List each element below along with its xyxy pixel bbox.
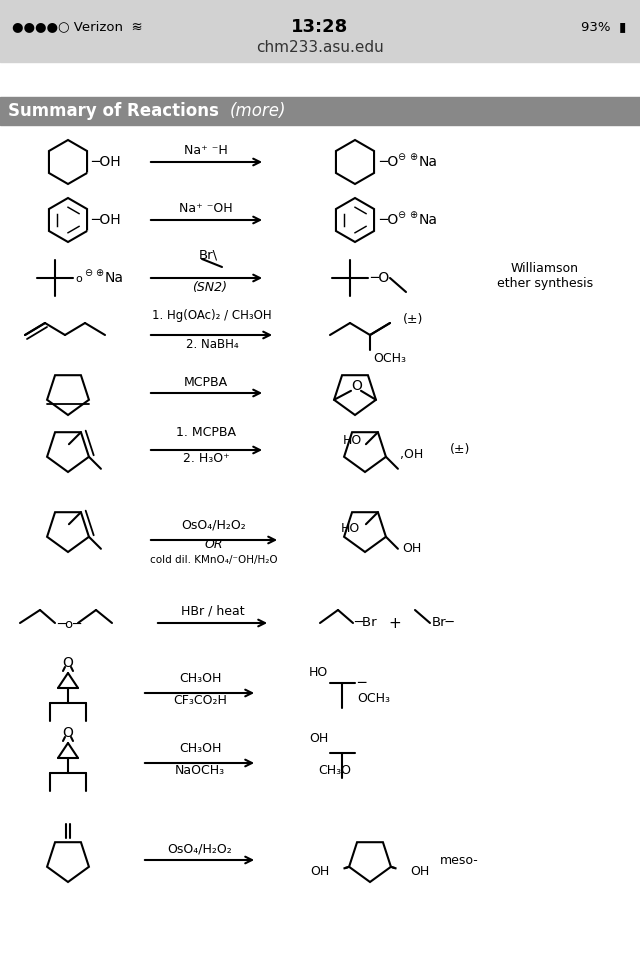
- Text: 93%  ▮: 93% ▮: [580, 20, 626, 33]
- Text: ─Br: ─Br: [354, 616, 376, 630]
- Text: ⊕: ⊕: [409, 152, 417, 162]
- Text: cold dil. KMnO₄/⁻OH/H₂O: cold dil. KMnO₄/⁻OH/H₂O: [150, 555, 278, 565]
- Text: Br─: Br─: [432, 616, 454, 630]
- Text: 1. Hg(OAc)₂ / CH₃OH: 1. Hg(OAc)₂ / CH₃OH: [152, 309, 272, 323]
- Text: Br\: Br\: [198, 249, 218, 261]
- Text: ─: ─: [357, 676, 365, 690]
- Text: ⊕: ⊕: [95, 268, 103, 278]
- Text: chm233.asu.edu: chm233.asu.edu: [256, 40, 384, 55]
- Text: OH: OH: [402, 542, 421, 555]
- Text: meso-: meso-: [440, 853, 479, 867]
- Text: HO: HO: [308, 666, 328, 680]
- Text: OsO₄/H₂O₂: OsO₄/H₂O₂: [182, 518, 246, 532]
- Text: ─O: ─O: [379, 155, 398, 169]
- Text: Na: Na: [419, 213, 438, 227]
- Text: ●●●●○ Verizon  ≋: ●●●●○ Verizon ≋: [12, 20, 143, 33]
- Text: CF₃CO₂H: CF₃CO₂H: [173, 694, 227, 708]
- Text: (more): (more): [230, 102, 287, 120]
- Text: (SN2): (SN2): [192, 280, 227, 294]
- Text: OR: OR: [205, 538, 223, 550]
- Text: 2. NaBH₄: 2. NaBH₄: [186, 339, 238, 351]
- Text: Williamson
ether synthesis: Williamson ether synthesis: [497, 262, 593, 290]
- Text: o: o: [75, 274, 82, 284]
- Text: ⊖: ⊖: [397, 210, 405, 220]
- Text: CH₃OH: CH₃OH: [179, 741, 221, 755]
- Text: Na: Na: [419, 155, 438, 169]
- Text: 2. H₃O⁺: 2. H₃O⁺: [182, 451, 229, 465]
- Text: ⊕: ⊕: [409, 210, 417, 220]
- Bar: [0, 97, 640, 125]
- Text: O: O: [351, 379, 362, 393]
- Text: OH: OH: [308, 732, 328, 746]
- Text: CH₃O: CH₃O: [318, 764, 351, 778]
- Text: ─o─: ─o─: [57, 617, 81, 631]
- Text: ─OH: ─OH: [91, 155, 120, 169]
- Text: Na: Na: [105, 271, 124, 285]
- Bar: [0, 0, 640, 62]
- Text: NaOCH₃: NaOCH₃: [175, 764, 225, 778]
- Text: OH: OH: [310, 865, 330, 878]
- Text: ⊖: ⊖: [397, 152, 405, 162]
- Text: 1. MCPBA: 1. MCPBA: [176, 425, 236, 439]
- Text: ⊖: ⊖: [84, 268, 92, 278]
- Text: ,OH: ,OH: [400, 448, 423, 462]
- Text: ─O: ─O: [379, 213, 398, 227]
- Text: OCH₃: OCH₃: [357, 691, 390, 705]
- Text: HO: HO: [342, 434, 362, 446]
- Text: Na⁺ ⁻H: Na⁺ ⁻H: [184, 145, 228, 157]
- Text: (±): (±): [450, 444, 470, 457]
- Text: (±): (±): [403, 314, 423, 326]
- Text: HBr / heat: HBr / heat: [181, 605, 245, 617]
- Text: O: O: [63, 656, 74, 670]
- Text: ─OH: ─OH: [91, 213, 120, 227]
- Text: Summary of Reactions: Summary of Reactions: [8, 102, 219, 120]
- Text: HO: HO: [340, 521, 360, 535]
- Text: O: O: [63, 726, 74, 740]
- Text: OsO₄/H₂O₂: OsO₄/H₂O₂: [168, 843, 232, 855]
- Text: OH: OH: [410, 865, 429, 878]
- Text: 13:28: 13:28: [291, 18, 349, 36]
- Text: OCH₃: OCH₃: [373, 351, 406, 365]
- Text: +: +: [388, 616, 401, 632]
- Text: MCPBA: MCPBA: [184, 375, 228, 389]
- Text: ─O: ─O: [370, 271, 389, 285]
- Text: Na⁺ ⁻OH: Na⁺ ⁻OH: [179, 203, 233, 215]
- Text: CH₃OH: CH₃OH: [179, 671, 221, 684]
